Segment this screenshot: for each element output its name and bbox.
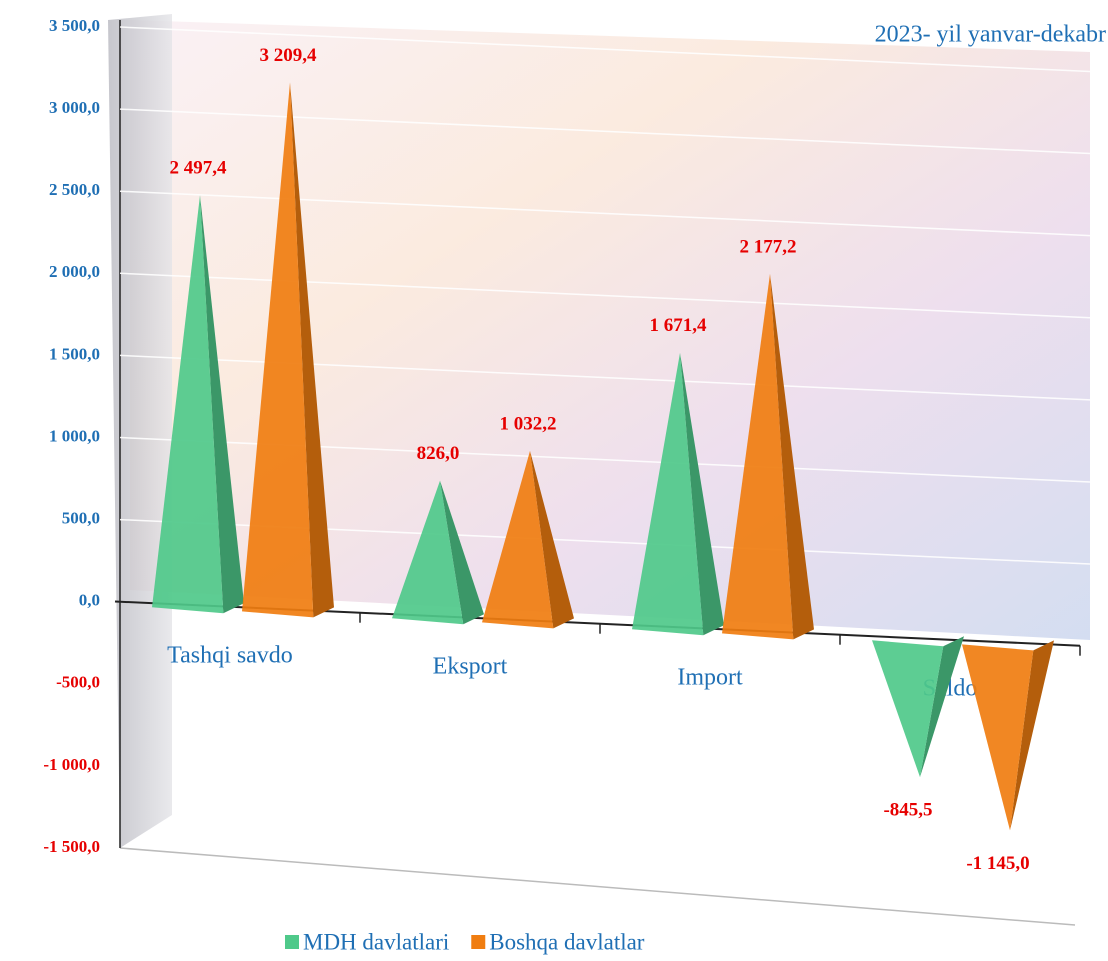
y-tick-label: 2 000,0 (49, 262, 100, 281)
value-label: 3 209,4 (260, 45, 318, 66)
bar (242, 82, 334, 618)
subtitle: 2023- yil yanvar-dekabr (875, 22, 1106, 48)
side-wall (108, 14, 172, 848)
bar-face (152, 195, 224, 614)
legend-swatch (285, 935, 299, 949)
bar-side (290, 82, 334, 618)
value-label: 1 671,4 (650, 315, 708, 336)
legend-label: MDH davlatlari (303, 929, 449, 954)
value-label: 1 032,2 (500, 413, 557, 434)
bar (392, 480, 484, 625)
bar (722, 273, 814, 640)
y-tick-label: -1 000,0 (43, 755, 100, 774)
x-tick-label: Import (677, 665, 743, 691)
bar (482, 450, 574, 629)
bar (872, 636, 964, 778)
value-label: -845,5 (883, 799, 932, 820)
y-tick-label: -1 500,0 (43, 837, 100, 856)
bar (632, 352, 724, 636)
y-tick-label: 2 500,0 (49, 180, 100, 199)
x-tick-label: Eksport (433, 654, 508, 680)
legend-label: Boshqa davlatlar (489, 929, 645, 954)
floor-edge (119, 847, 1076, 926)
bar-face (722, 273, 794, 640)
grid-line (120, 848, 1090, 892)
bar-face (482, 450, 554, 629)
y-tick-label: -500,0 (56, 673, 100, 692)
grid-line (120, 766, 1090, 810)
bar-side (1010, 640, 1054, 831)
bar-side (530, 450, 574, 629)
x-tick-label: Tashqi savdo (167, 643, 293, 669)
legend-swatch (471, 935, 486, 949)
value-label: -1 145,0 (966, 853, 1029, 874)
bar-side (770, 273, 814, 640)
y-tick-label: 500,0 (62, 509, 100, 528)
bar-face (872, 640, 944, 778)
grid-line (119, 108, 1091, 155)
y-tick-label: 0,0 (79, 591, 100, 610)
bar-face (242, 82, 314, 618)
bar (962, 640, 1054, 831)
y-tick-label: 3 500,0 (49, 16, 100, 35)
legend: MDH davlatlari Boshqa davlatlar (285, 929, 645, 954)
bar-face (392, 480, 464, 625)
bar-face (962, 644, 1034, 831)
bar (152, 195, 244, 614)
bar-side (680, 352, 724, 636)
bar-side (200, 195, 244, 614)
y-tick-label: 1 500,0 (49, 344, 100, 363)
bar-face (632, 352, 704, 636)
bar-side (920, 636, 964, 778)
value-label: 2 497,4 (170, 158, 228, 179)
value-label: 2 177,2 (740, 236, 797, 257)
value-label: 826,0 (417, 443, 460, 464)
y-tick-label: 1 000,0 (49, 426, 100, 445)
grid-line (119, 26, 1091, 73)
background-map (130, 20, 1090, 640)
y-tick-label: 3 000,0 (49, 98, 100, 117)
bar-side (440, 480, 484, 625)
